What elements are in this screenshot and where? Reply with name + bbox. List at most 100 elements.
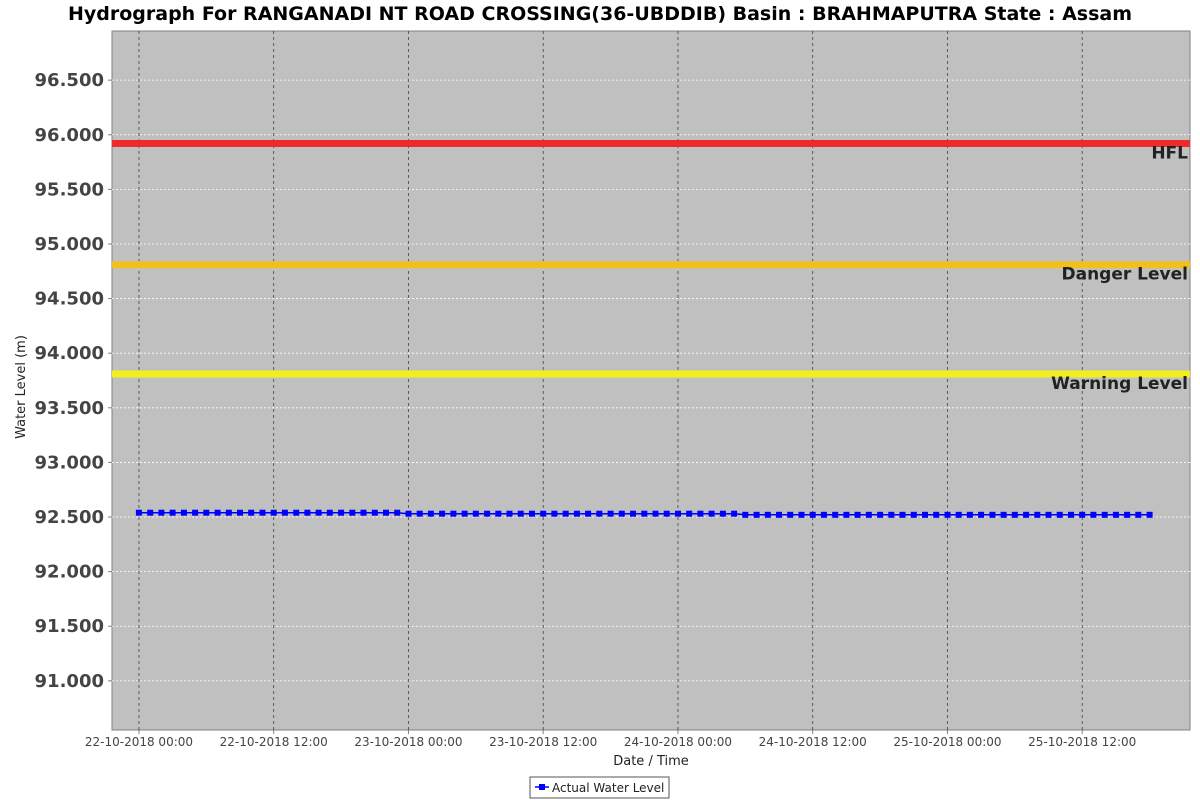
data-point bbox=[865, 511, 872, 518]
data-point bbox=[955, 511, 962, 518]
y-tick-label: 91.500 bbox=[35, 616, 104, 637]
data-point bbox=[158, 509, 165, 516]
data-point bbox=[663, 510, 670, 517]
data-point bbox=[180, 509, 187, 516]
data-point bbox=[338, 509, 345, 516]
y-tick-label: 92.500 bbox=[35, 507, 104, 528]
chart-title: Hydrograph For RANGANADI NT ROAD CROSSIN… bbox=[68, 3, 1132, 25]
data-point bbox=[978, 511, 985, 518]
data-point bbox=[1023, 511, 1030, 518]
x-axis-ticks: 22-10-2018 00:00 22-10-2018 12:00 23-10-20… bbox=[85, 730, 1136, 749]
data-point bbox=[461, 510, 468, 517]
data-point bbox=[315, 509, 322, 516]
data-point bbox=[1146, 511, 1153, 518]
ref-label-hfl: HFL bbox=[1151, 143, 1188, 163]
data-point bbox=[427, 510, 434, 517]
y-tick-label: 94.500 bbox=[35, 289, 104, 310]
data-point bbox=[270, 509, 277, 516]
data-point bbox=[697, 510, 704, 517]
data-point bbox=[450, 510, 457, 517]
data-point bbox=[1045, 511, 1052, 518]
data-point bbox=[966, 511, 973, 518]
y-tick-label: 93.500 bbox=[35, 398, 104, 419]
data-point bbox=[618, 510, 625, 517]
data-point bbox=[933, 511, 940, 518]
data-point bbox=[1056, 511, 1063, 518]
data-point bbox=[675, 510, 681, 517]
data-point bbox=[944, 511, 951, 518]
grid-lines bbox=[112, 31, 1190, 730]
data-point bbox=[708, 510, 715, 517]
x-tick-label: 24-10-2018 00:00 bbox=[624, 735, 732, 749]
y-tick-label: 96.500 bbox=[35, 70, 104, 91]
y-axis-ticks: 91.000 91.500 92.000 92.500 93.000 93.500 94.0… bbox=[35, 70, 112, 692]
x-tick-label: 23-10-2018 00:00 bbox=[354, 735, 462, 749]
data-point bbox=[562, 510, 569, 517]
data-point bbox=[641, 510, 648, 517]
x-tick-label: 25-10-2018 12:00 bbox=[1028, 735, 1136, 749]
data-point bbox=[820, 511, 827, 518]
y-tick-label: 93.000 bbox=[35, 452, 104, 473]
data-point bbox=[1068, 511, 1074, 518]
data-point bbox=[495, 510, 502, 517]
legend-box bbox=[529, 776, 670, 799]
data-point bbox=[573, 510, 580, 517]
legend-swatch-marker bbox=[539, 784, 545, 790]
y-axis-label: Water Level (m) bbox=[14, 335, 29, 439]
data-point bbox=[989, 511, 996, 518]
data-point bbox=[854, 511, 861, 518]
data-point bbox=[259, 509, 266, 516]
data-point bbox=[607, 510, 614, 517]
data-point bbox=[719, 510, 726, 517]
data-point bbox=[416, 510, 423, 517]
data-point bbox=[787, 511, 794, 518]
data-point bbox=[383, 509, 389, 516]
data-point bbox=[135, 509, 142, 516]
data-point bbox=[506, 510, 513, 517]
ref-label-danger-level: Danger Level bbox=[1062, 265, 1189, 285]
data-point bbox=[798, 511, 805, 518]
data-point bbox=[405, 510, 412, 517]
data-point bbox=[484, 510, 491, 517]
data-point bbox=[1101, 511, 1108, 518]
data-point bbox=[394, 509, 401, 516]
data-point bbox=[652, 510, 659, 517]
y-tick-label: 95.500 bbox=[35, 179, 104, 200]
data-point bbox=[809, 511, 816, 518]
data-point bbox=[843, 511, 850, 518]
y-tick-label: 95.000 bbox=[35, 234, 104, 255]
data-point bbox=[169, 509, 176, 516]
data-point bbox=[742, 511, 749, 518]
data-point bbox=[192, 509, 199, 516]
data-point bbox=[922, 511, 928, 518]
y-tick-label: 92.000 bbox=[35, 562, 104, 583]
x-tick-label: 23-10-2018 12:00 bbox=[489, 735, 597, 749]
data-point bbox=[1079, 511, 1086, 518]
data-point bbox=[764, 511, 771, 518]
data-point bbox=[753, 511, 760, 518]
x-tick-label: 24-10-2018 12:00 bbox=[759, 735, 867, 749]
data-point bbox=[439, 510, 446, 517]
data-point bbox=[1090, 511, 1097, 518]
data-point bbox=[326, 509, 333, 516]
data-point bbox=[551, 510, 558, 517]
x-tick-label: 22-10-2018 12:00 bbox=[220, 735, 328, 749]
series-actual-water-level bbox=[135, 509, 1153, 518]
data-point bbox=[585, 510, 592, 517]
data-point bbox=[686, 510, 693, 517]
data-point bbox=[776, 511, 782, 518]
data-point bbox=[1124, 511, 1131, 518]
reference-lines: HFL Danger Level Warning Level bbox=[112, 139, 1190, 394]
data-point bbox=[147, 509, 154, 516]
plot-area bbox=[111, 30, 1191, 731]
data-point bbox=[304, 509, 311, 516]
x-tick-label: 25-10-2018 00:00 bbox=[893, 735, 1001, 749]
y-tick-label: 91.000 bbox=[35, 671, 104, 692]
data-point bbox=[293, 509, 300, 516]
data-point bbox=[910, 511, 917, 518]
data-point bbox=[281, 509, 288, 516]
ref-label-warning-level: Warning Level bbox=[1051, 374, 1188, 394]
data-point bbox=[248, 509, 255, 516]
x-axis-label: Date / Time bbox=[613, 754, 689, 769]
